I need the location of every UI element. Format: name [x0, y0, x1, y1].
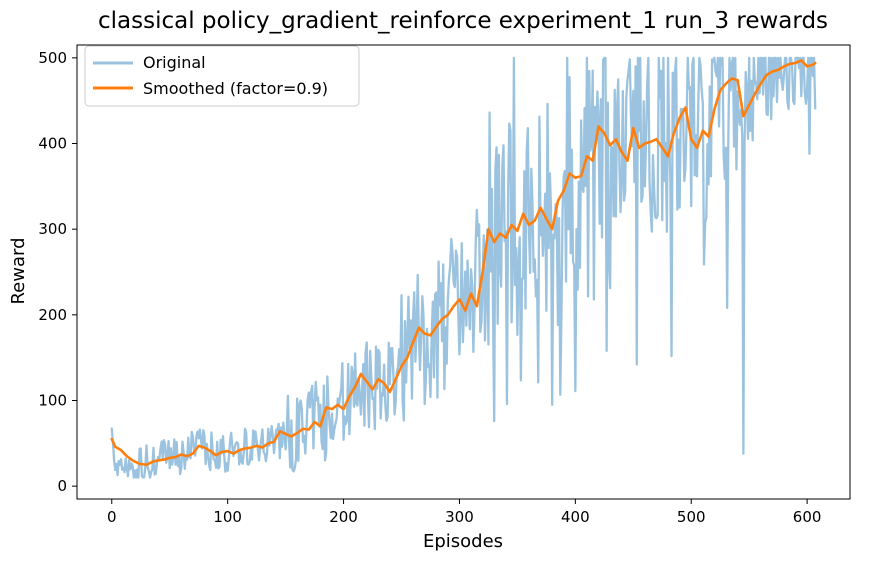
y-tick-label: 400: [38, 135, 67, 153]
series-layer: [110, 56, 817, 479]
y-axis-label: Reward: [8, 237, 29, 304]
legend-box: [84, 45, 360, 107]
legend: Original Smoothed (factor=0.9): [84, 45, 360, 107]
y-tick-label: 0: [57, 477, 67, 495]
y-tick-label: 300: [38, 220, 67, 238]
x-tick-label: 400: [561, 508, 590, 526]
x-tick-label: 0: [107, 508, 117, 526]
x-tick-label: 500: [677, 508, 706, 526]
x-tick-label: 600: [793, 508, 822, 526]
legend-label-smoothed: Smoothed (factor=0.9): [143, 79, 328, 98]
x-axis-ticks: 0 100 200 300 400 500 600: [107, 499, 821, 526]
plot-area: [76, 44, 851, 500]
y-tick-label: 200: [38, 306, 67, 324]
x-tick-label: 300: [445, 508, 474, 526]
smoothed-series-line: [110, 59, 817, 467]
legend-label-original: Original: [143, 53, 206, 72]
y-tick-label: 500: [38, 49, 67, 67]
y-tick-label: 100: [38, 391, 67, 409]
x-tick-label: 100: [213, 508, 242, 526]
original-series-line: [110, 56, 817, 479]
chart-title: classical policy_gradient_reinforce expe…: [98, 8, 828, 34]
x-axis-label: Episodes: [423, 531, 503, 552]
x-tick-label: 200: [329, 508, 358, 526]
plot-frame: [76, 44, 851, 500]
y-axis-ticks: 0 100 200 300 400 500: [38, 49, 77, 495]
